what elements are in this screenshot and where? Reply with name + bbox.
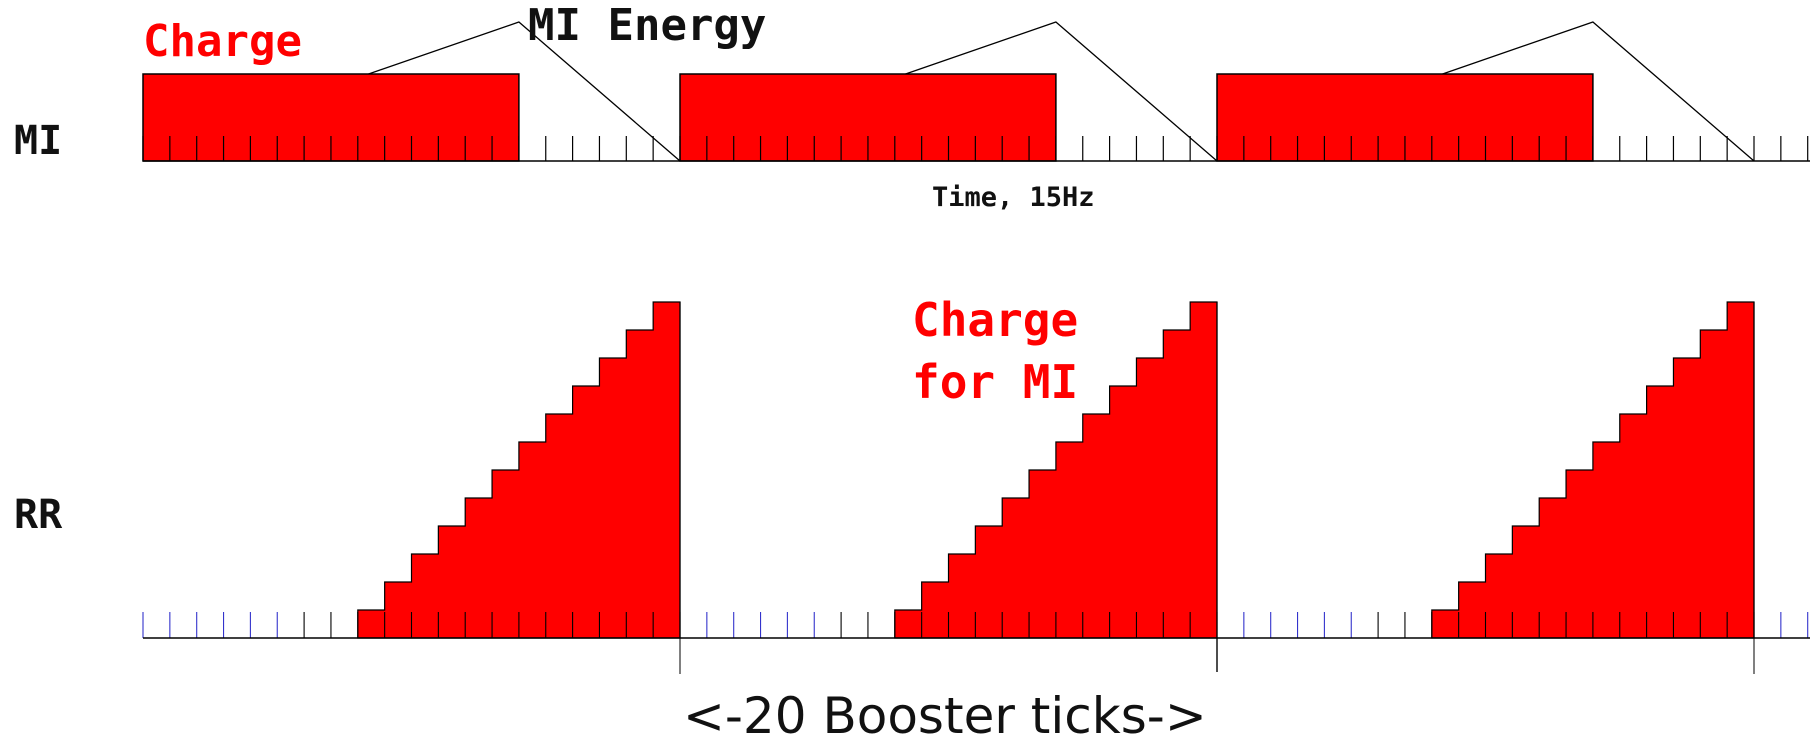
rr-charge-staircase (894, 301, 1218, 639)
rr-charge-staircase (357, 301, 681, 639)
rr-charge-staircase (1431, 301, 1755, 639)
rr-charge-staircases (357, 301, 1755, 639)
cycle-boundary-markers (679, 638, 1755, 674)
mi-energy-ramps (368, 21, 1755, 162)
charge-label: Charge (143, 16, 302, 67)
mi-time-ticks (142, 136, 1809, 161)
time-axis-label: Time, 15Hz (932, 182, 1095, 213)
mi-energy-ramp (1442, 21, 1755, 162)
rr-time-ticks (142, 612, 1809, 638)
booster-ticks-caption: <-20 Booster ticks-> (683, 687, 1207, 738)
mi-row-label: MI (14, 118, 62, 164)
mi-charge-blocks (142, 73, 1594, 162)
rr-row-label: RR (14, 492, 63, 538)
charge-for-mi-label-line1: Charge (912, 293, 1078, 347)
mi-energy-ramp (905, 21, 1218, 162)
mi-charge-block (1216, 73, 1594, 162)
charge-for-mi-label-line2: for MI (912, 355, 1078, 409)
mi-energy-label: MI Energy (528, 0, 766, 51)
mi-energy-ramp (368, 21, 681, 162)
